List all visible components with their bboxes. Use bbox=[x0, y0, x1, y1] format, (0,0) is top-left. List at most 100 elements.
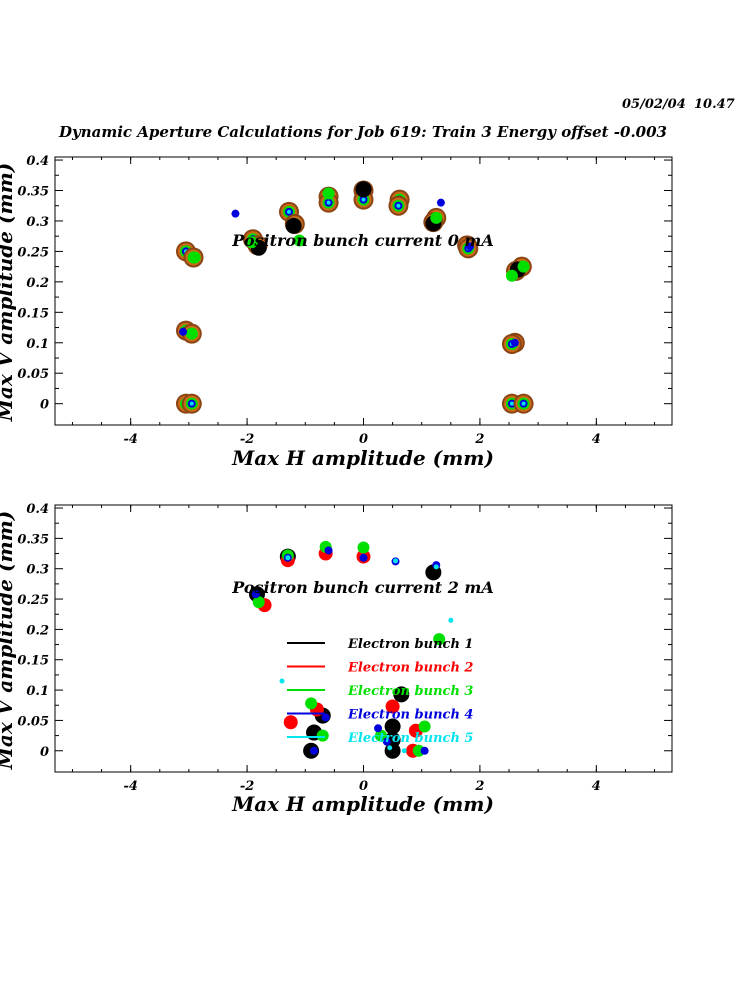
plot-top-point-bunch-3 bbox=[322, 187, 335, 200]
plot-bottom-ytick-label: 0.1 bbox=[26, 684, 49, 699]
plot-top-ring-cyan bbox=[396, 203, 401, 208]
legend-label: Electron bunch 5 bbox=[347, 731, 473, 746]
plot-bottom-point-bunch-3 bbox=[316, 729, 329, 742]
plot-top-point-bunch-4 bbox=[510, 338, 519, 347]
plot-top-ylabel: Max V amplitude (mm) bbox=[0, 163, 17, 422]
plot-top-point-bunch-4 bbox=[466, 242, 475, 251]
plot-bottom-point-bunch-2 bbox=[385, 699, 400, 714]
plot-top-ytick-label: 0.3 bbox=[26, 215, 49, 230]
plot-bottom-point-bunch-5 bbox=[448, 617, 454, 623]
plot-top-point-bunch-3 bbox=[430, 211, 443, 224]
plot-bottom-point-bunch-5 bbox=[279, 678, 285, 684]
plot-bottom-ytick-label: 0.35 bbox=[17, 532, 49, 547]
plot-top-xtick-label: 0 bbox=[359, 432, 368, 447]
plot-top-ring-cyan bbox=[361, 197, 366, 202]
plot-top-xtick-label: 4 bbox=[592, 432, 601, 447]
plot-top-point-bunch-3 bbox=[293, 234, 306, 247]
legend-label: Electron bunch 4 bbox=[347, 708, 473, 723]
plot-bottom-point-bunch-3 bbox=[357, 541, 370, 554]
plot-bottom-ytick-label: 0.4 bbox=[26, 502, 49, 517]
plot-bottom-point-bunch-4 bbox=[321, 713, 330, 722]
plot-bottom-point-bunch-4 bbox=[420, 746, 429, 755]
plot-bottom-points bbox=[248, 540, 454, 759]
plot-bottom-point-bunch-4 bbox=[251, 590, 260, 599]
date-label: 05/02/04 bbox=[622, 97, 686, 112]
plot-top-ring-cyan bbox=[509, 401, 514, 406]
plot-bottom-point-bunch-5 bbox=[401, 748, 407, 754]
legend-label: Electron bunch 3 bbox=[347, 684, 473, 699]
plot-top-points bbox=[179, 181, 530, 347]
plot-bottom-point-bunch-3 bbox=[374, 729, 387, 742]
plot-bottom-title: Positron bunch current 2 mA bbox=[231, 578, 494, 597]
plot-bottom-point-bunch-4 bbox=[324, 546, 333, 555]
plot-top-ytick-label: 0.25 bbox=[17, 245, 49, 260]
plot-top-ytick-label: 0.35 bbox=[17, 185, 49, 200]
legend-label: Electron bunch 2 bbox=[347, 661, 473, 676]
plot-bottom-ytick-label: 0.2 bbox=[26, 623, 49, 638]
plot-top-ytick-label: 0.2 bbox=[26, 276, 49, 291]
plot-bottom-point-bunch-3 bbox=[418, 720, 431, 733]
plot-top-point-bunch-3 bbox=[185, 327, 198, 340]
plot-top-xlabel: Max H amplitude (mm) bbox=[231, 446, 494, 470]
plot-top-ring-cyan bbox=[189, 401, 194, 406]
legend-label: Electron bunch 1 bbox=[347, 637, 473, 652]
legend: Electron bunch 1 Electron bunch 2 Electron… bbox=[287, 637, 473, 746]
plot-bottom-xtick-label: -4 bbox=[123, 779, 137, 794]
plot-bottom-ytick-label: 0.15 bbox=[17, 654, 49, 669]
plot-top-ringed-points bbox=[175, 180, 534, 414]
page-title: Dynamic Aperture Calculations for Job 61… bbox=[58, 123, 667, 141]
plot-bottom-ytick-label: 0.05 bbox=[17, 714, 49, 729]
plot-bottom-point-bunch-1 bbox=[393, 686, 410, 703]
plot-bottom-ytick-label: 0.25 bbox=[17, 593, 49, 608]
plot-bottom-point-bunch-3 bbox=[305, 697, 318, 710]
plot-bottom-ytick-label: 0 bbox=[40, 745, 49, 760]
plot-bottom-xlabel: Max H amplitude (mm) bbox=[231, 792, 494, 816]
plot-top-axes: -4 -2 0 2 4 0 0.05 0.1 0.15 0.2 0.25 0.3 0.35 0.4 bbox=[17, 154, 672, 447]
plot-bottom-xtick-label: -2 bbox=[240, 779, 254, 794]
plot-bottom-xtick-label: 2 bbox=[474, 779, 484, 794]
plot-bottom-xtick-label: 4 bbox=[592, 779, 601, 794]
plot-bottom-point-bunch-5 bbox=[393, 558, 399, 564]
plot-bottom-point-bunch-2 bbox=[283, 715, 298, 730]
plot-top-point-bunch-4 bbox=[436, 198, 445, 207]
plot-top-ytick-label: 0.1 bbox=[26, 337, 49, 352]
plot-bottom-point-bunch-5 bbox=[285, 555, 291, 561]
plot-bottom-ylabel: Max V amplitude (mm) bbox=[0, 511, 17, 770]
plot-top-xtick-label: 2 bbox=[474, 432, 484, 447]
plot-bottom-point-bunch-3 bbox=[412, 744, 425, 757]
plot-bottom-point-bunch-5 bbox=[387, 745, 393, 751]
plot-top-xtick-label: -2 bbox=[240, 432, 254, 447]
plot-bottom-point-bunch-5 bbox=[433, 564, 439, 570]
plot-top-ytick-label: 0 bbox=[40, 398, 49, 413]
plot-top-point-bunch-3 bbox=[505, 269, 518, 282]
plot-top-point-bunch-1 bbox=[355, 181, 372, 198]
plot-top-xtick-label: -4 bbox=[123, 432, 137, 447]
plot-top-title: Positron bunch current 0 mA bbox=[231, 231, 494, 250]
plot-top-ring-cyan bbox=[521, 401, 526, 406]
plot-bottom-ytick-label: 0.3 bbox=[26, 563, 49, 578]
plot-bottom-point-bunch-3 bbox=[433, 633, 446, 646]
plot-top-ytick-label: 0.05 bbox=[17, 367, 49, 382]
plot-bottom-axes: -4 -2 0 2 4 0 0.05 0.1 0.15 0.2 0.25 0.3 0.35 0.4 bbox=[17, 502, 672, 794]
plot-top-point-bunch-3 bbox=[245, 236, 258, 249]
plot-top-ring-cyan bbox=[286, 209, 291, 214]
plot-bottom-point-bunch-4 bbox=[374, 724, 383, 733]
plot-top-point-bunch-3 bbox=[188, 251, 201, 264]
time-label: 10.47 bbox=[694, 97, 735, 112]
plot-top-point-bunch-4 bbox=[231, 209, 240, 218]
plot-top-ytick-label: 0.15 bbox=[17, 306, 49, 321]
plot-bottom-point-bunch-4 bbox=[359, 553, 368, 562]
plot-top-ring-cyan bbox=[326, 200, 331, 205]
plot-top-point-bunch-1 bbox=[285, 217, 302, 234]
plot-bottom-xtick-label: 0 bbox=[359, 779, 368, 794]
plot-bottom-point-bunch-4 bbox=[382, 737, 391, 746]
plot-bottom-point-bunch-4 bbox=[310, 746, 319, 755]
plot-bottom: -4 -2 0 2 4 0 0.05 0.1 0.15 0.2 0.25 0.3 0.35 0.4 Pos… bbox=[0, 502, 673, 816]
plot-top-point-bunch-3 bbox=[517, 260, 530, 273]
plot-top-point-bunch-4 bbox=[179, 327, 188, 336]
plot-top-ytick-label: 0.4 bbox=[26, 154, 49, 169]
plot-bottom-point-bunch-1 bbox=[384, 718, 401, 735]
plot-bottom-point-bunch-3 bbox=[252, 596, 265, 609]
plot-top: -4 -2 0 2 4 0 0.05 0.1 0.15 0.2 0.25 0.3 0.35 0.4 Pos… bbox=[0, 154, 673, 470]
